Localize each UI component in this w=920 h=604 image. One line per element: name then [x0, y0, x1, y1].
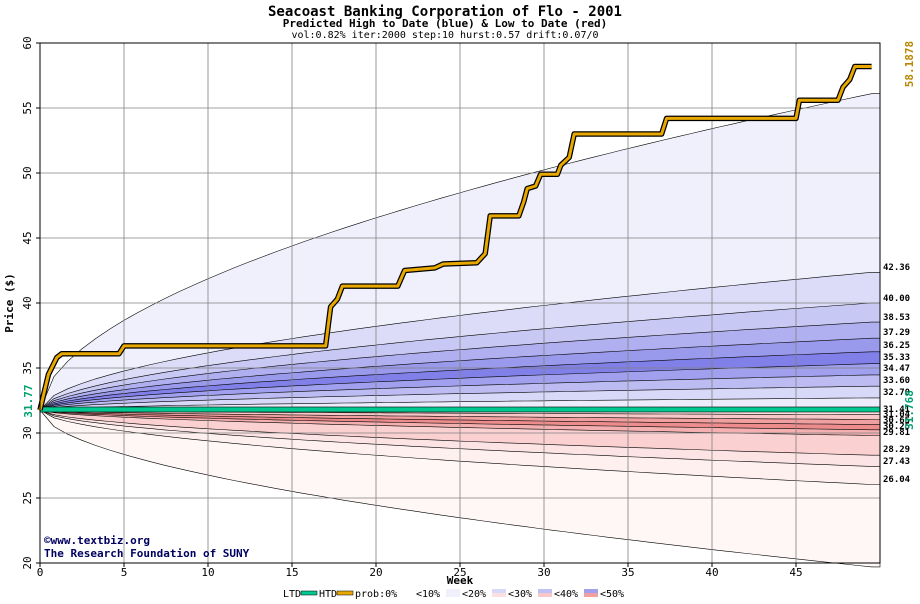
right-label-12: 30.25 [883, 422, 910, 432]
right-label-6: 34.47 [883, 364, 910, 374]
right-label-7: 33.60 [883, 376, 910, 386]
right-label-11: 30.65 [883, 416, 910, 426]
x-tick-label-35: 35 [621, 566, 634, 579]
right-label-1: 40.00 [883, 294, 910, 304]
y-tick-label-30: 30 [21, 426, 34, 439]
legend-swatch-2-lo [492, 593, 506, 597]
x-tick-label-0: 0 [37, 566, 44, 579]
right-label-9: 31.41 [883, 405, 910, 415]
right-label-4: 36.25 [883, 341, 910, 351]
right-label-0: 42.36 [883, 263, 910, 273]
right-label-8: 32.70 [883, 388, 910, 398]
right-label-16: 26.04 [883, 475, 911, 485]
legend-swatch-0 [400, 589, 414, 597]
legend-item-5: <50% [600, 589, 624, 600]
chart-title: Seacoast Banking Corporation of Flo - 20… [268, 4, 622, 20]
x-tick-label-20: 20 [369, 566, 382, 579]
legend-swatch-4-lo [584, 593, 598, 597]
legend-prob-label: prob:0% [355, 589, 397, 600]
legend-ltd-label: LTD [283, 589, 301, 600]
watermark-org: The Research Foundation of SUNY [44, 547, 250, 560]
start-value-label: 31.77 [22, 384, 35, 417]
right-label-10: 31.04 [883, 410, 911, 420]
y-tick-label-20: 20 [21, 556, 34, 569]
y-tick-label-35: 35 [21, 361, 34, 374]
legend-swatch-2-hi [492, 589, 506, 593]
right-label-5: 35.33 [883, 353, 910, 363]
y-axis-label: Price ($) [3, 273, 16, 333]
y-tick-label-50: 50 [21, 166, 34, 179]
x-tick-label-30: 30 [537, 566, 550, 579]
end-value-label: 31.768 [903, 390, 916, 430]
right-label-14: 28.29 [883, 445, 910, 455]
x-tick-label-25: 25 [453, 566, 466, 579]
axis-ticks: 0 5 10 15 20 25 30 35 40 45 20 25 30 35 40 45 50 55 60 [21, 36, 803, 579]
htd-end-label: 58.1878 [903, 41, 916, 87]
legend-item-2: <20% [462, 589, 486, 600]
x-tick-label-40: 40 [705, 566, 718, 579]
x-tick-label-15: 15 [285, 566, 298, 579]
legend-htd-swatch [336, 590, 354, 596]
y-tick-label-60: 60 [21, 36, 34, 49]
legend-item-1: <10% [416, 589, 440, 600]
legend-swatch-3-hi [538, 589, 552, 593]
right-label-15: 27.43 [883, 457, 910, 467]
htd-line [38, 65, 872, 411]
y-tick-label-45: 45 [21, 231, 34, 244]
right-label-2: 38.53 [883, 313, 910, 323]
legend-item-3: <30% [508, 589, 532, 600]
x-tick-label-45: 45 [789, 566, 802, 579]
ltd-line [39, 406, 881, 413]
legend-swatch-4-hi [584, 589, 598, 593]
x-tick-label-5: 5 [121, 566, 128, 579]
y-tick-label-25: 25 [21, 491, 34, 504]
chart-subtitle: Predicted High to Date (blue) & Low to D… [283, 17, 608, 30]
y-tick-label-40: 40 [21, 296, 34, 309]
legend-swatch-1 [446, 589, 460, 597]
watermark-site: ©www.textbiz.org [44, 534, 150, 547]
y-tick-label-55: 55 [21, 101, 34, 114]
legend-item-4: <40% [554, 589, 578, 600]
x-tick-label-10: 10 [201, 566, 214, 579]
x-axis-label: Week [447, 574, 474, 587]
legend-htd-label: HTD [319, 589, 337, 600]
right-label-3: 37.29 [883, 328, 910, 338]
legend-ltd-swatch [300, 590, 318, 596]
legend-swatch-3-lo [538, 593, 552, 597]
chart-params: vol:0.82% iter:2000 step:10 hurst:0.57 d… [291, 30, 598, 41]
right-label-13: 29.81 [883, 428, 910, 438]
legend: LTD HTD prob:0% <10% <20% <30% <40% <50% [283, 589, 624, 600]
